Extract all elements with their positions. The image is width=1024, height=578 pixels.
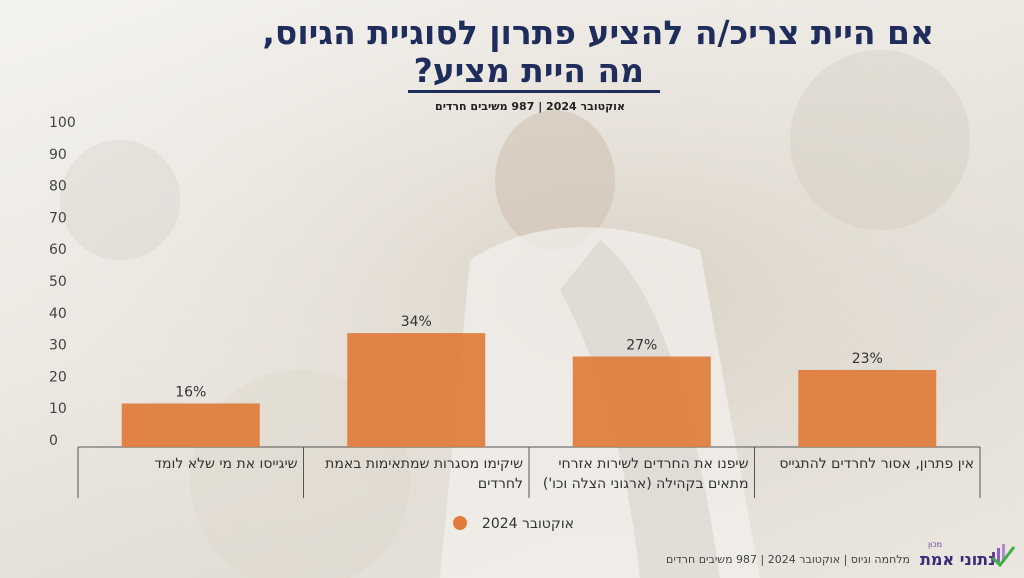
title-underline xyxy=(408,90,660,93)
title-line-2: מה היית מציע? xyxy=(413,51,644,90)
bar xyxy=(798,369,937,447)
title-line-1: אם היית צריכ/ה להציע פתרון לסוגיית הגיוס… xyxy=(262,13,934,52)
bar xyxy=(121,403,260,447)
chart-title: אם היית צריכ/ה להציע פתרון לסוגיית הגיוס… xyxy=(74,14,934,90)
y-tick-label: 70 xyxy=(49,210,67,226)
data-label: 34% xyxy=(401,314,432,330)
bar xyxy=(572,356,711,447)
chart-subtitle: אוקטובר 2024 | 987 משיבים חרדים xyxy=(435,100,625,113)
y-tick-label: 100 xyxy=(49,115,76,131)
y-tick-label: 30 xyxy=(49,338,67,354)
y-tick-label: 40 xyxy=(49,306,67,322)
y-tick-label: 60 xyxy=(49,242,67,258)
logo-wordmark: נתוני אמת xyxy=(920,550,996,569)
logo-check-icon xyxy=(991,544,1016,568)
data-label: 23% xyxy=(852,351,883,367)
bar xyxy=(347,333,486,447)
data-label: 16% xyxy=(175,384,206,400)
category-label: אין פתרון, אסור לחרדים להתגייס xyxy=(779,456,974,472)
footer-caption: מלחמה וגיוס | אוקטובר 2024 | 987 משיבים … xyxy=(666,553,910,566)
category-label: שיקימו מסגרות שמתאימות באמת לחרדים xyxy=(325,456,523,492)
y-tick-label: 0 xyxy=(49,433,58,449)
category-label: שיפנו את החרדים לשירות אזרחי מתאים בקהילה… xyxy=(543,456,749,492)
y-tick-label: 80 xyxy=(49,179,67,195)
y-tick-label: 90 xyxy=(49,147,67,163)
legend-label: אוקטובר 2024 xyxy=(482,516,574,532)
legend-swatch xyxy=(453,516,467,530)
logo-prefix: מכון xyxy=(928,540,943,549)
y-tick-label: 20 xyxy=(49,369,67,385)
y-tick-label: 10 xyxy=(49,401,67,417)
data-label: 27% xyxy=(626,338,657,354)
category-label: שיגייסו את מי שלא לומד xyxy=(154,456,297,472)
y-tick-label: 50 xyxy=(49,274,67,290)
